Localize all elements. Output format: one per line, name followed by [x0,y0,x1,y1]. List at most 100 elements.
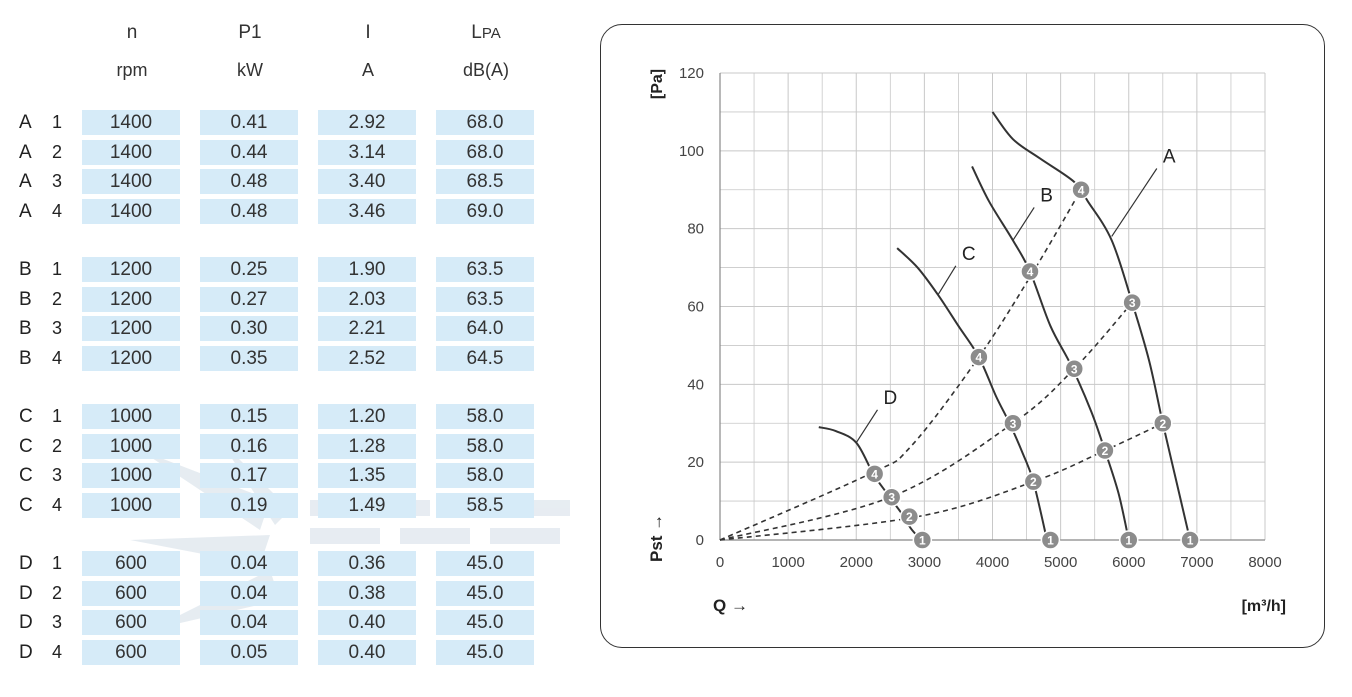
marker-circle [1003,413,1023,433]
row-group-letter: A [19,200,32,222]
cell-n: 1200 [82,345,180,371]
x-tick-label: 3000 [908,554,941,571]
cell-lpa: 63.5 [436,257,534,282]
x-tick-label: 8000 [1248,554,1281,571]
cell-lpa: 64.5 [436,345,534,371]
row-group-letter: D [19,641,33,663]
header-n-unit: rpm [116,60,148,80]
cell-p1: 0.27 [200,286,298,312]
cell-i: 3.14 [318,139,416,165]
marker-label: 3 [888,491,895,505]
header-lpa-subscript: PA [481,25,501,42]
marker-label: 4 [1078,183,1085,197]
operating-point-marker: 2 [1095,440,1115,461]
header-p1: P1 [238,22,262,43]
operating-point-marker: 3 [1003,413,1023,433]
cell-n: 600 [82,551,180,576]
y-axis-unit: [Pa] [649,69,666,99]
cell-lpa: 63.5 [436,286,534,312]
cell-lpa: 69.0 [436,198,534,224]
row-group-letter: C [19,435,33,457]
header-lpa-symbol: L [471,22,482,43]
cell-n: 1200 [82,316,180,341]
marker-label: 1 [1187,534,1194,548]
cell-i: 2.52 [318,345,416,371]
row-group-letter: D [19,553,33,574]
marker-circle [881,487,902,507]
operating-point-marker: 2 [899,506,920,527]
cell-n: 600 [82,639,180,665]
y-tick-label: 80 [687,221,704,238]
cell-p1: 0.04 [200,551,298,576]
row-step-number: 2 [52,582,63,603]
y-tick-label: 40 [687,376,704,393]
y-tick-label: 60 [687,299,704,316]
y-axis-label: Pst → [647,514,666,562]
y-tick-label: 100 [679,143,704,160]
y-tick-label: 20 [687,454,704,471]
fan-curve-c [896,247,1048,541]
row-group-letter: A [19,171,32,192]
fan-curve-chart: 0 1000 2000 3000 4000 5000 6000 7000 8000 0 20 40 60… [647,65,1286,615]
operating-point-marker: 2 [1023,471,1044,492]
cell-p1: 0.48 [200,169,298,194]
row-group-letter: A [19,112,32,133]
row-step-number: 3 [52,465,63,485]
operating-point-marker: 4 [1071,180,1091,200]
x-tick-label: 0 [716,554,724,571]
cell-p1: 0.30 [200,316,298,341]
marker-label: 4 [1027,265,1034,279]
marker-label: 2 [1159,417,1166,431]
cell-lpa: 68.0 [436,110,534,135]
fan-curve-b [971,165,1130,541]
cell-p1: 0.16 [200,433,298,459]
header-i-unit: A [361,60,374,80]
x-axis-unit: [m³/h] [1242,598,1286,615]
row-step-number: 2 [52,435,63,456]
row-group-letter: B [19,288,32,310]
marker-circle [1064,359,1084,379]
marker-label: 1 [919,534,926,548]
cell-i: 1.90 [318,257,416,282]
operating-point-marker: 1 [1040,530,1061,550]
marker-circle [1020,261,1040,282]
row-group-letter: C [19,406,33,427]
operating-point-marker: 3 [1122,292,1142,313]
cell-lpa: 68.5 [436,169,534,194]
marker-label: 3 [1129,296,1136,310]
cell-lpa: 45.0 [436,551,534,576]
cell-i: 0.36 [318,551,416,576]
chart-frame [600,24,1325,648]
row-step-number: 1 [52,553,63,573]
row-step-number: 4 [52,200,63,221]
cell-p1: 0.48 [200,198,298,224]
x-axis-label: Q → [713,596,748,615]
cell-n: 1400 [82,110,180,135]
cell-n: 1000 [82,404,180,429]
cell-p1: 0.15 [200,404,298,429]
cell-i: 3.40 [318,169,416,194]
header-n: n [126,22,138,43]
row-step-number: 4 [52,641,63,662]
operating-point-marker: 4 [864,464,885,484]
row-group-letter: C [19,494,33,516]
operating-point-marker: 1 [1180,530,1200,550]
marker-label: 3 [1010,417,1017,431]
series-label-leader [1012,207,1035,241]
performance-table: n rpm P1 kW I A LPA dB(A) A 1 1400 0.41 2.92… [0,0,590,697]
cell-n: 600 [82,610,180,635]
row-step-number: 4 [52,347,63,368]
cell-i: 3.46 [318,198,416,224]
operating-point-marker: 3 [881,487,902,507]
row-group-letter: B [19,318,32,339]
cell-lpa: 58.0 [436,433,534,459]
row-group-letter: D [19,612,33,633]
operating-point-marker: 4 [1020,261,1040,282]
series-label-leader [1111,168,1158,237]
cell-n: 600 [82,580,180,606]
x-tick-label: 7000 [1180,554,1213,571]
cell-lpa: 58.0 [436,463,534,488]
cell-i: 2.21 [318,316,416,341]
row-step-number: 3 [52,612,63,632]
cell-i: 1.49 [318,492,416,518]
